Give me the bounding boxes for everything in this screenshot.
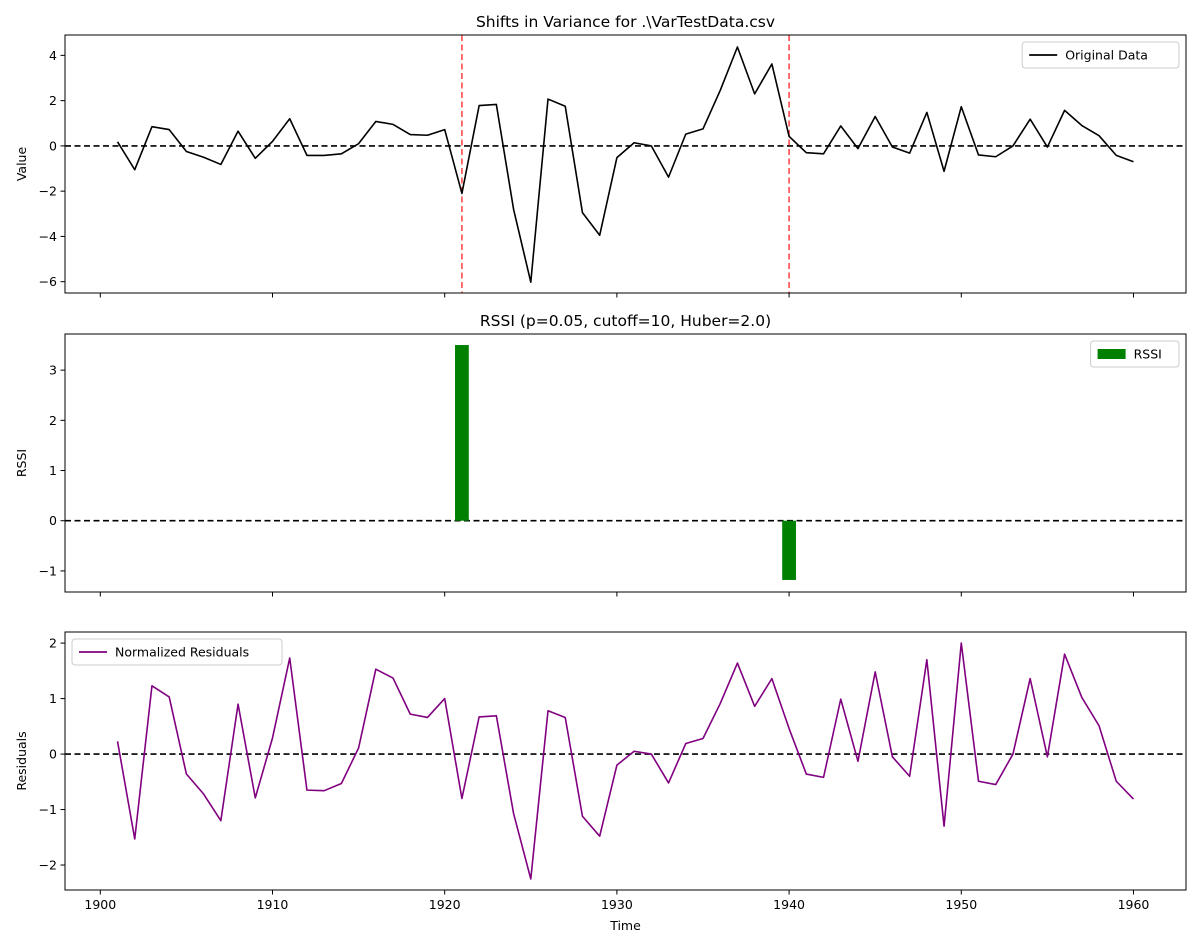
legend-label: Normalized Residuals xyxy=(115,645,249,660)
bar xyxy=(782,520,796,580)
axes-frame xyxy=(64,333,1187,593)
x-tick-label: 1940 xyxy=(773,897,805,912)
x-tick-label: 1920 xyxy=(429,897,461,912)
x-axis-label: Time xyxy=(609,918,641,933)
y-tick-label: −1 xyxy=(39,802,57,817)
legend-label: RSSI xyxy=(1134,347,1162,362)
y-tick-label: 1 xyxy=(49,691,57,706)
x-tick-label: 1960 xyxy=(1118,897,1150,912)
y-tick-label: 0 xyxy=(49,138,57,153)
subplot-1: −6 −4 −2 0 2 4 Shifts in Variance for .\VarTes… xyxy=(14,13,1187,298)
y-tick-label: 2 xyxy=(49,636,57,651)
x-tick-label: 1900 xyxy=(84,897,116,912)
chart-title: Shifts in Variance for .\VarTestData.csv xyxy=(476,13,775,31)
y-tick-label: 0 xyxy=(49,513,57,528)
axes-frame xyxy=(64,631,1187,891)
series-line-1 xyxy=(116,642,1135,880)
y-tick-label: 2 xyxy=(49,93,57,108)
bar xyxy=(455,345,469,521)
y-axis-label: RSSI xyxy=(14,449,29,477)
x-tick-label: 1930 xyxy=(601,897,633,912)
y-tick-label: −1 xyxy=(39,563,57,578)
series-line-1 xyxy=(116,46,1134,283)
y-axis-label: Residuals xyxy=(14,731,29,790)
legend-box xyxy=(1090,340,1180,368)
x-tick-label: 1910 xyxy=(257,897,289,912)
y-axis-label: Value xyxy=(14,147,29,182)
legend: Original Data xyxy=(1021,41,1180,69)
legend: RSSI xyxy=(1090,340,1180,368)
chart-title: RSSI (p=0.05, cutoff=10, Huber=2.0) xyxy=(480,312,771,330)
y-tick-label: 1 xyxy=(49,463,57,478)
legend-box xyxy=(1021,41,1180,69)
plot-area-2 xyxy=(65,345,1186,580)
y-tick-label: −2 xyxy=(39,184,57,199)
y-tick-label: −6 xyxy=(39,274,57,289)
legend-label: Original Data xyxy=(1065,48,1148,63)
axes-frame xyxy=(64,34,1187,294)
y-tick-label: −4 xyxy=(39,229,57,244)
legend-swatch xyxy=(1097,349,1126,359)
y-tick-label: 0 xyxy=(49,747,57,762)
y-tick-label: 3 xyxy=(49,363,57,378)
subplot-3: 1900 1910 1920 1930 1940 1950 1960 −2 −1 0 1 2 Resid… xyxy=(14,631,1187,933)
y-tick-label: 2 xyxy=(49,413,57,428)
x-tick-label: 1950 xyxy=(945,897,977,912)
plot-area-1 xyxy=(65,35,1186,293)
plot-area-3 xyxy=(65,642,1186,880)
y-tick-label: −2 xyxy=(39,858,57,873)
legend: Normalized Residuals xyxy=(71,638,283,666)
subplot-2: −1 0 1 2 3 RSSI (p=0.05, cutoff=10, Huber=2.0… xyxy=(14,312,1187,597)
y-tick-label: 4 xyxy=(49,48,57,63)
legend-box xyxy=(71,638,283,666)
